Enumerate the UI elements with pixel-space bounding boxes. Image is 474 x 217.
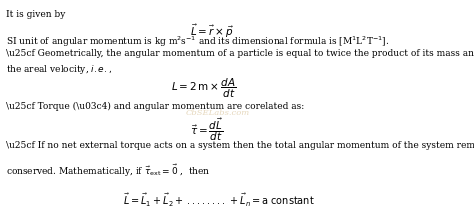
Text: CbSELabs.com: CbSELabs.com — [186, 109, 250, 117]
Text: It is given by: It is given by — [6, 10, 65, 19]
Text: \u25cf If no net external torque acts on a system then the total angular momentu: \u25cf If no net external torque acts on… — [6, 141, 474, 150]
Text: $\vec{L} = \vec{L}_1 + \vec{L}_2 + \,........\, + \vec{L}_n = \mathrm{a\;constan: $\vec{L} = \vec{L}_1 + \vec{L}_2 + \,...… — [123, 192, 315, 209]
Text: the areal velocity, $i.e.,$: the areal velocity, $i.e.,$ — [6, 63, 111, 76]
Text: \u25cf Torque (\u03c4) and angular momentum are corelated as:: \u25cf Torque (\u03c4) and angular momen… — [6, 102, 304, 111]
Text: \u25cf Geometrically, the angular momentum of a particle is equal to twice the p: \u25cf Geometrically, the angular moment… — [6, 49, 474, 58]
Text: SI unit of angular momentum is kg m$^{2}$s$^{-1}$ and its dimensional formula is: SI unit of angular momentum is kg m$^{2}… — [6, 35, 389, 49]
Text: $\vec{L} = \vec{r} \times \vec{p}$: $\vec{L} = \vec{r} \times \vec{p}$ — [190, 23, 233, 40]
Text: $\vec{\tau} = \dfrac{d\vec{L}}{dt}$: $\vec{\tau} = \dfrac{d\vec{L}}{dt}$ — [190, 116, 223, 143]
Text: conserved. Mathematically, if $\vec{\tau}_{\mathrm{ext}} = \vec{0}$ ,  then: conserved. Mathematically, if $\vec{\tau… — [6, 163, 210, 179]
Text: $L = 2\,\mathrm{m} \times \dfrac{dA}{dt}$: $L = 2\,\mathrm{m} \times \dfrac{dA}{dt}… — [171, 77, 236, 100]
